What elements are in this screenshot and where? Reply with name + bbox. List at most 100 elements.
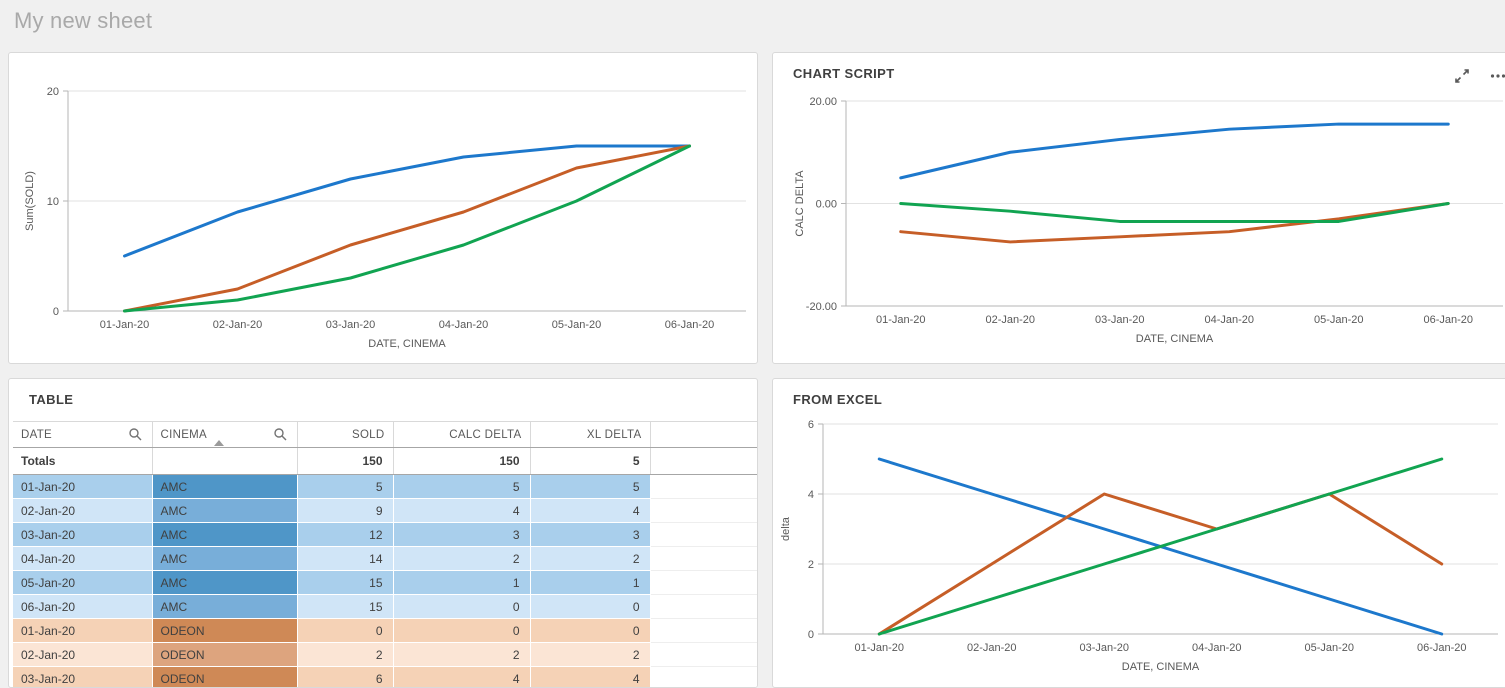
y-tick-label: 0 <box>53 306 59 318</box>
cell-date[interactable]: 01-Jan-20 <box>13 619 152 643</box>
table-row: 03-Jan-20AMC1233 <box>13 523 758 547</box>
sheet-title: My new sheet <box>14 8 152 34</box>
data-table: DATE CINEMA SOLD <box>13 421 758 688</box>
table-row: 05-Jan-20AMC1511 <box>13 571 758 595</box>
cell-cinema[interactable]: ODEON <box>152 643 297 667</box>
y-axis-title: CALC DELTA <box>794 170 806 237</box>
y-tick-label: 4 <box>808 489 814 501</box>
y-tick-label: -20.00 <box>806 301 837 313</box>
series-orange-line[interactable] <box>125 146 690 311</box>
table-body: Totals 150 150 5 01-Jan-20AMC55502-Jan-2… <box>13 448 758 688</box>
column-header-sold[interactable]: SOLD <box>297 422 393 448</box>
series-green-line[interactable] <box>901 204 1449 222</box>
cell-calc-delta[interactable]: 0 <box>393 595 530 619</box>
cell-date[interactable]: 02-Jan-20 <box>13 643 152 667</box>
cell-sold[interactable]: 9 <box>297 499 393 523</box>
cell-cinema[interactable]: AMC <box>152 547 297 571</box>
cell-xl-delta[interactable]: 3 <box>530 523 650 547</box>
cell-blank <box>650 643 758 667</box>
cell-xl-delta[interactable]: 2 <box>530 547 650 571</box>
column-header-date[interactable]: DATE <box>13 422 152 448</box>
y-tick-label: 6 <box>808 419 814 431</box>
cell-calc-delta[interactable]: 2 <box>393 643 530 667</box>
x-tick-label: 03-Jan-20 <box>1079 642 1129 654</box>
search-icon[interactable] <box>273 427 287 441</box>
column-label: XL DELTA <box>587 429 642 441</box>
column-header-xl-delta[interactable]: XL DELTA <box>530 422 650 448</box>
table-row: 02-Jan-20ODEON222 <box>13 643 758 667</box>
sold-line-chart[interactable]: 0102001-Jan-2002-Jan-2003-Jan-2004-Jan-2… <box>9 53 758 364</box>
cell-sold[interactable]: 6 <box>297 667 393 688</box>
column-label: SOLD <box>352 429 385 441</box>
cell-date[interactable]: 03-Jan-20 <box>13 523 152 547</box>
column-label: CINEMA <box>161 429 208 441</box>
cell-calc-delta[interactable]: 0 <box>393 619 530 643</box>
cell-cinema[interactable]: AMC <box>152 499 297 523</box>
cell-cinema[interactable]: AMC <box>152 475 297 499</box>
cell-calc-delta[interactable]: 4 <box>393 499 530 523</box>
cell-calc-delta[interactable]: 2 <box>393 547 530 571</box>
x-tick-label: 01-Jan-20 <box>876 314 926 326</box>
cell-sold[interactable]: 5 <box>297 475 393 499</box>
cell-sold[interactable]: 0 <box>297 619 393 643</box>
cell-xl-delta[interactable]: 0 <box>530 595 650 619</box>
column-header-cinema[interactable]: CINEMA <box>152 422 297 448</box>
panel-chart-script: CHART SCRIPT -20.000.0020.0001-Jan-2002-… <box>772 52 1505 364</box>
cell-sold[interactable]: 15 <box>297 571 393 595</box>
cell-cinema[interactable]: AMC <box>152 595 297 619</box>
cell-date[interactable]: 04-Jan-20 <box>13 547 152 571</box>
cell-calc-delta[interactable]: 5 <box>393 475 530 499</box>
cell-xl-delta[interactable]: 4 <box>530 667 650 688</box>
cell-xl-delta[interactable]: 5 <box>530 475 650 499</box>
column-label: DATE <box>21 429 52 441</box>
x-tick-label: 02-Jan-20 <box>967 642 1017 654</box>
column-header-calc-delta[interactable]: CALC DELTA <box>393 422 530 448</box>
x-tick-label: 05-Jan-20 <box>552 319 602 331</box>
cell-sold[interactable]: 15 <box>297 595 393 619</box>
table-row: 01-Jan-20ODEON000 <box>13 619 758 643</box>
cell-date[interactable]: 02-Jan-20 <box>13 499 152 523</box>
series-blue-line[interactable] <box>901 124 1449 178</box>
x-tick-label: 04-Jan-20 <box>439 319 489 331</box>
y-axis-title: delta <box>780 516 792 541</box>
cell-cinema[interactable]: ODEON <box>152 619 297 643</box>
totals-row: Totals 150 150 5 <box>13 448 758 475</box>
calc-delta-line-chart[interactable]: -20.000.0020.0001-Jan-2002-Jan-2003-Jan-… <box>773 53 1505 364</box>
cell-sold[interactable]: 12 <box>297 523 393 547</box>
cell-date[interactable]: 06-Jan-20 <box>13 595 152 619</box>
x-tick-label: 01-Jan-20 <box>854 642 904 654</box>
x-tick-label: 02-Jan-20 <box>985 314 1035 326</box>
cell-xl-delta[interactable]: 4 <box>530 499 650 523</box>
cell-xl-delta[interactable]: 2 <box>530 643 650 667</box>
x-tick-label: 04-Jan-20 <box>1204 314 1254 326</box>
cell-cinema[interactable]: ODEON <box>152 667 297 688</box>
cell-calc-delta[interactable]: 4 <box>393 667 530 688</box>
search-icon[interactable] <box>128 427 142 441</box>
y-tick-label: 10 <box>47 196 59 208</box>
x-tick-label: 06-Jan-20 <box>1423 314 1473 326</box>
cell-date[interactable]: 05-Jan-20 <box>13 571 152 595</box>
cell-calc-delta[interactable]: 3 <box>393 523 530 547</box>
table-row: 06-Jan-20AMC1500 <box>13 595 758 619</box>
delta-line-chart[interactable]: 024601-Jan-2002-Jan-2003-Jan-2004-Jan-20… <box>773 379 1505 688</box>
cell-sold[interactable]: 2 <box>297 643 393 667</box>
y-tick-label: 20 <box>47 86 59 98</box>
x-tick-label: 06-Jan-20 <box>1417 642 1467 654</box>
cell-xl-delta[interactable]: 0 <box>530 619 650 643</box>
x-tick-label: 05-Jan-20 <box>1314 314 1364 326</box>
sort-ascending-icon <box>214 440 224 446</box>
cell-cinema[interactable]: AMC <box>152 571 297 595</box>
cell-blank <box>650 571 758 595</box>
x-tick-label: 04-Jan-20 <box>1192 642 1242 654</box>
x-axis-title: DATE, CINEMA <box>1122 661 1200 673</box>
cell-date[interactable]: 01-Jan-20 <box>13 475 152 499</box>
totals-xl-delta: 5 <box>530 448 650 475</box>
cell-xl-delta[interactable]: 1 <box>530 571 650 595</box>
panel-table: TABLE DATE CINEMA <box>8 378 758 688</box>
cell-calc-delta[interactable]: 1 <box>393 571 530 595</box>
cell-cinema[interactable]: AMC <box>152 523 297 547</box>
table-row: 04-Jan-20AMC1422 <box>13 547 758 571</box>
cell-date[interactable]: 03-Jan-20 <box>13 667 152 688</box>
cell-sold[interactable]: 14 <box>297 547 393 571</box>
x-tick-label: 06-Jan-20 <box>665 319 715 331</box>
